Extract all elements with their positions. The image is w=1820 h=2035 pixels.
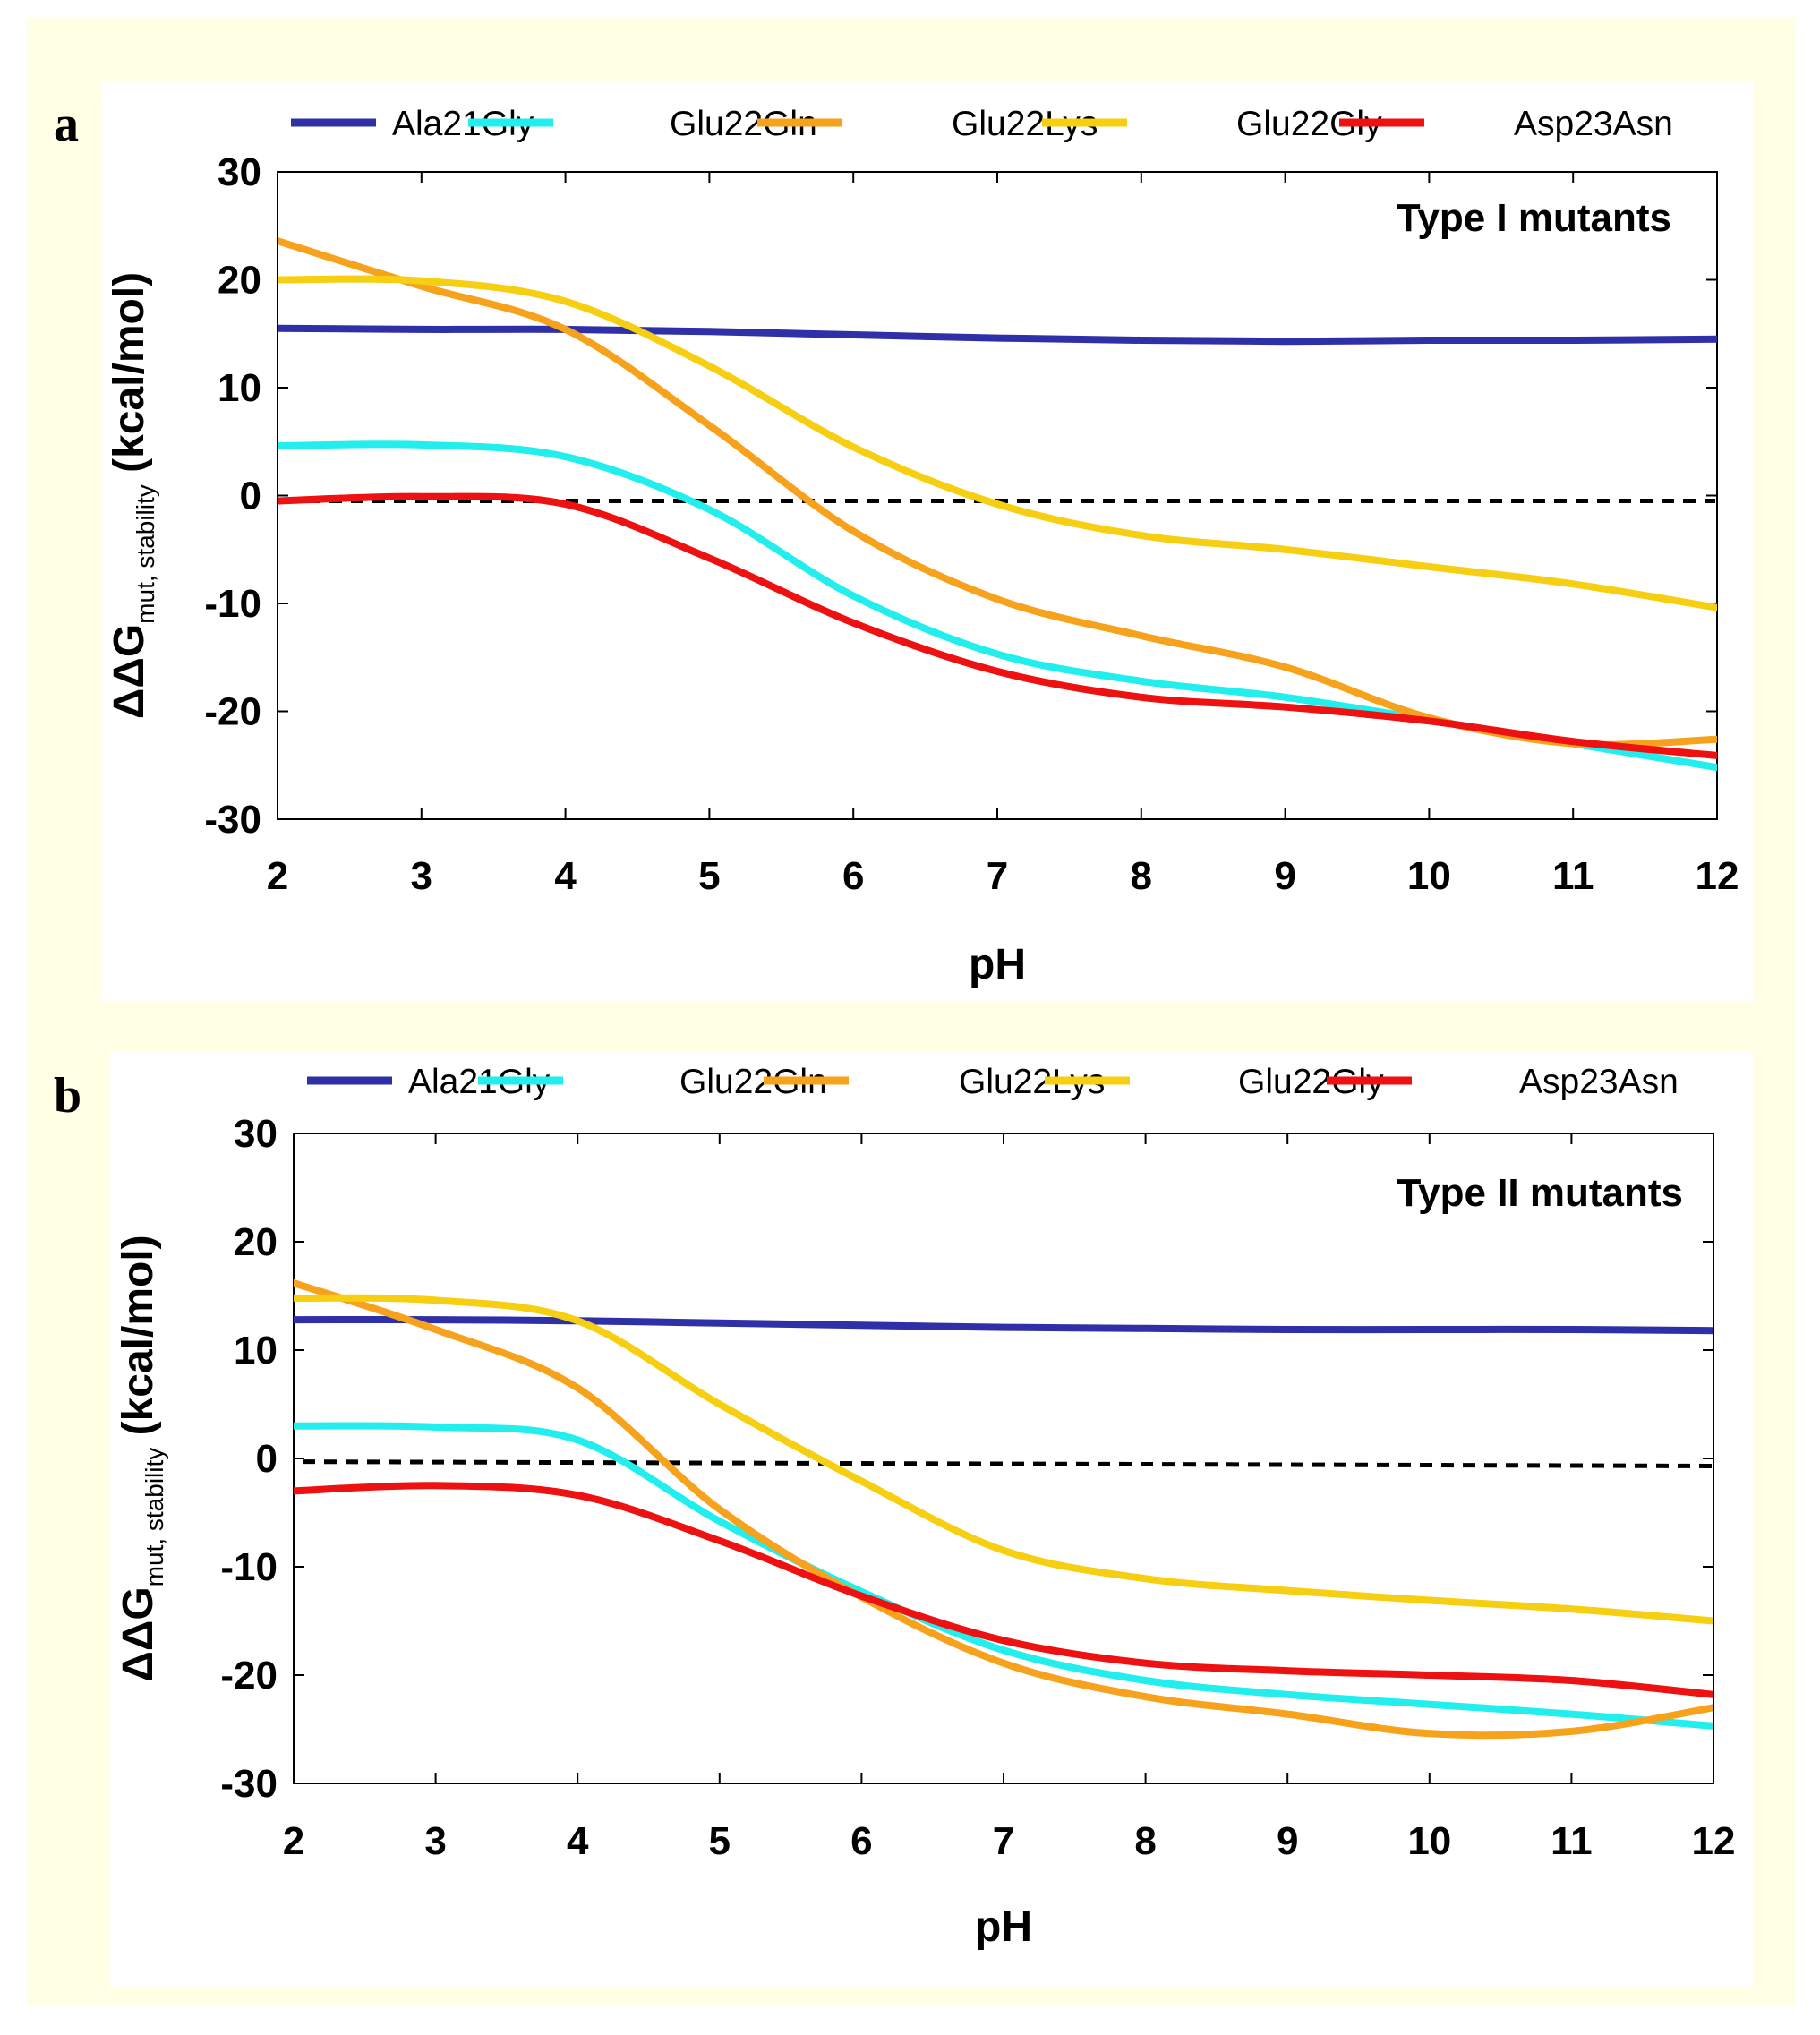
x-tick-label: 11 xyxy=(1552,854,1594,898)
x-tick-label: 8 xyxy=(1134,1819,1156,1863)
y-tick-label: 10 xyxy=(234,1329,278,1372)
y-axis-title: ΔΔGmut, stability (kcal/mol) xyxy=(106,272,159,719)
x-tick-label: 6 xyxy=(850,1819,872,1863)
series-line-glu22lys xyxy=(294,1279,1713,1740)
x-axis-title: pH xyxy=(975,1903,1032,1951)
y-tick-label: -10 xyxy=(220,1545,278,1589)
x-tick-label: 7 xyxy=(993,1819,1014,1863)
y-tick-label: 0 xyxy=(240,475,261,518)
series-line-glu22gln xyxy=(294,1422,1713,1730)
panel-label: a xyxy=(54,97,79,152)
series-line-asp23asn xyxy=(294,1482,1713,1698)
series-line-glu22gly xyxy=(278,275,1717,611)
y-tick-label: 30 xyxy=(234,1112,278,1156)
y-tick-label: 0 xyxy=(256,1437,278,1481)
series-line-ala21gly xyxy=(278,324,1717,346)
x-tick-label: 11 xyxy=(1551,1819,1593,1863)
y-tick-label: 20 xyxy=(218,259,261,303)
chart-panel-b: bAla21GlyGlu22GlnGlu22LysGlu22GlyAsp23As… xyxy=(54,1052,1753,1988)
y-tick-label: -20 xyxy=(220,1654,278,1697)
y-tick-label: -30 xyxy=(204,798,261,842)
x-tick-label: 12 xyxy=(1692,1819,1736,1863)
x-tick-label: 7 xyxy=(987,854,1008,898)
x-tick-label: 3 xyxy=(424,1819,446,1863)
panel-label: b xyxy=(54,1068,81,1124)
series-line-asp23asn xyxy=(278,492,1717,759)
x-tick-label: 10 xyxy=(1407,1819,1451,1863)
y-tick-label: 10 xyxy=(218,366,261,410)
panel-title: Type II mutants xyxy=(1397,1171,1683,1215)
plot-data xyxy=(294,1279,1713,1740)
x-tick-label: 9 xyxy=(1274,854,1295,898)
y-tick-label: -30 xyxy=(220,1762,278,1806)
x-tick-label: 2 xyxy=(283,1819,304,1863)
y-axis-title: ΔΔGmut, stability (kcal/mol) xyxy=(115,1235,168,1681)
x-tick-label: 4 xyxy=(567,1819,589,1863)
x-tick-label: 6 xyxy=(842,854,864,898)
series-line-ala21gly xyxy=(294,1316,1713,1335)
x-tick-label: 4 xyxy=(554,854,577,898)
x-tick-label: 9 xyxy=(1277,1819,1298,1863)
plot-data xyxy=(278,237,1717,772)
legend-label-asp23asn: Asp23Asn xyxy=(1519,1063,1679,1101)
y-tick-label: 30 xyxy=(218,150,261,194)
legend-label-asp23asn: Asp23Asn xyxy=(1514,105,1673,143)
x-axis-title: pH xyxy=(969,941,1026,988)
chart-panel-a: a Ala21Gly Glu22Gln Glu22Lys Glu22Gly Asp23As… xyxy=(54,81,1753,1001)
x-tick-label: 3 xyxy=(411,854,432,898)
panel-background xyxy=(101,81,1753,1001)
x-tick-label: 2 xyxy=(267,854,288,898)
x-tick-label: 10 xyxy=(1407,854,1451,898)
series-line-glu22gly xyxy=(294,1294,1713,1625)
panel-title: Type I mutants xyxy=(1397,196,1671,240)
x-tick-label: 12 xyxy=(1696,854,1739,898)
x-tick-label: 5 xyxy=(709,1819,731,1863)
y-tick-label: -10 xyxy=(204,582,261,626)
y-tick-label: 20 xyxy=(234,1220,278,1264)
y-tick-label: -20 xyxy=(204,690,261,734)
x-tick-label: 5 xyxy=(698,854,720,898)
x-tick-label: 8 xyxy=(1131,854,1152,898)
